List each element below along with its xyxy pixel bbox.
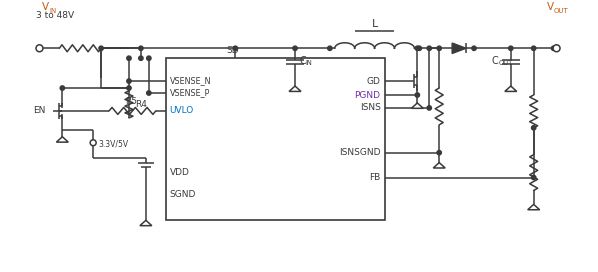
Text: ISNS: ISNS [359, 103, 380, 112]
Polygon shape [505, 86, 517, 91]
Text: OUT: OUT [554, 8, 569, 14]
Circle shape [427, 106, 431, 110]
Circle shape [147, 56, 151, 60]
Text: FB: FB [370, 173, 380, 182]
Circle shape [532, 126, 536, 130]
Circle shape [551, 46, 556, 50]
Circle shape [233, 46, 237, 50]
Text: L: L [371, 19, 378, 29]
Circle shape [532, 46, 536, 50]
Polygon shape [289, 86, 301, 91]
Circle shape [127, 79, 131, 83]
Circle shape [472, 46, 476, 50]
Text: UVLO: UVLO [170, 106, 194, 115]
Text: VSENSE_P: VSENSE_P [170, 88, 210, 98]
Circle shape [293, 46, 297, 50]
Text: 3.3V/5V: 3.3V/5V [98, 139, 128, 148]
Circle shape [437, 150, 441, 155]
Polygon shape [411, 103, 423, 108]
Text: 3 to 48V: 3 to 48V [36, 11, 75, 20]
Text: PGND: PGND [355, 91, 380, 100]
Polygon shape [140, 220, 152, 226]
Text: GD: GD [367, 77, 380, 86]
Polygon shape [452, 43, 466, 54]
Circle shape [60, 86, 65, 90]
Circle shape [328, 46, 332, 50]
Text: V: V [41, 2, 48, 13]
Circle shape [417, 46, 422, 50]
Circle shape [36, 45, 43, 52]
Text: VDD: VDD [170, 168, 190, 177]
Circle shape [415, 93, 420, 97]
Circle shape [127, 86, 131, 90]
Text: EN: EN [33, 106, 45, 115]
Circle shape [509, 46, 513, 50]
Circle shape [147, 91, 151, 95]
Text: R5: R5 [125, 97, 137, 106]
Text: OUT: OUT [498, 60, 512, 66]
Circle shape [99, 46, 103, 50]
Circle shape [437, 46, 441, 50]
Text: C: C [492, 56, 499, 66]
Text: ISNSGND: ISNSGND [339, 148, 380, 157]
Circle shape [427, 46, 431, 50]
Polygon shape [527, 204, 539, 210]
Text: SD: SD [226, 46, 239, 55]
Circle shape [553, 45, 560, 52]
Text: IN: IN [49, 8, 56, 14]
Circle shape [532, 175, 536, 180]
Polygon shape [433, 163, 445, 168]
Polygon shape [56, 137, 68, 142]
Text: C: C [299, 56, 306, 66]
Text: R4: R4 [135, 100, 147, 109]
Text: IN: IN [306, 60, 312, 66]
Circle shape [127, 56, 131, 60]
Circle shape [90, 140, 96, 146]
Text: V: V [547, 2, 554, 13]
Bar [166, 58, 385, 220]
Text: VSENSE_N: VSENSE_N [170, 77, 211, 86]
Circle shape [139, 56, 143, 60]
Circle shape [139, 46, 143, 50]
Text: SGND: SGND [170, 190, 196, 199]
Circle shape [415, 46, 420, 50]
